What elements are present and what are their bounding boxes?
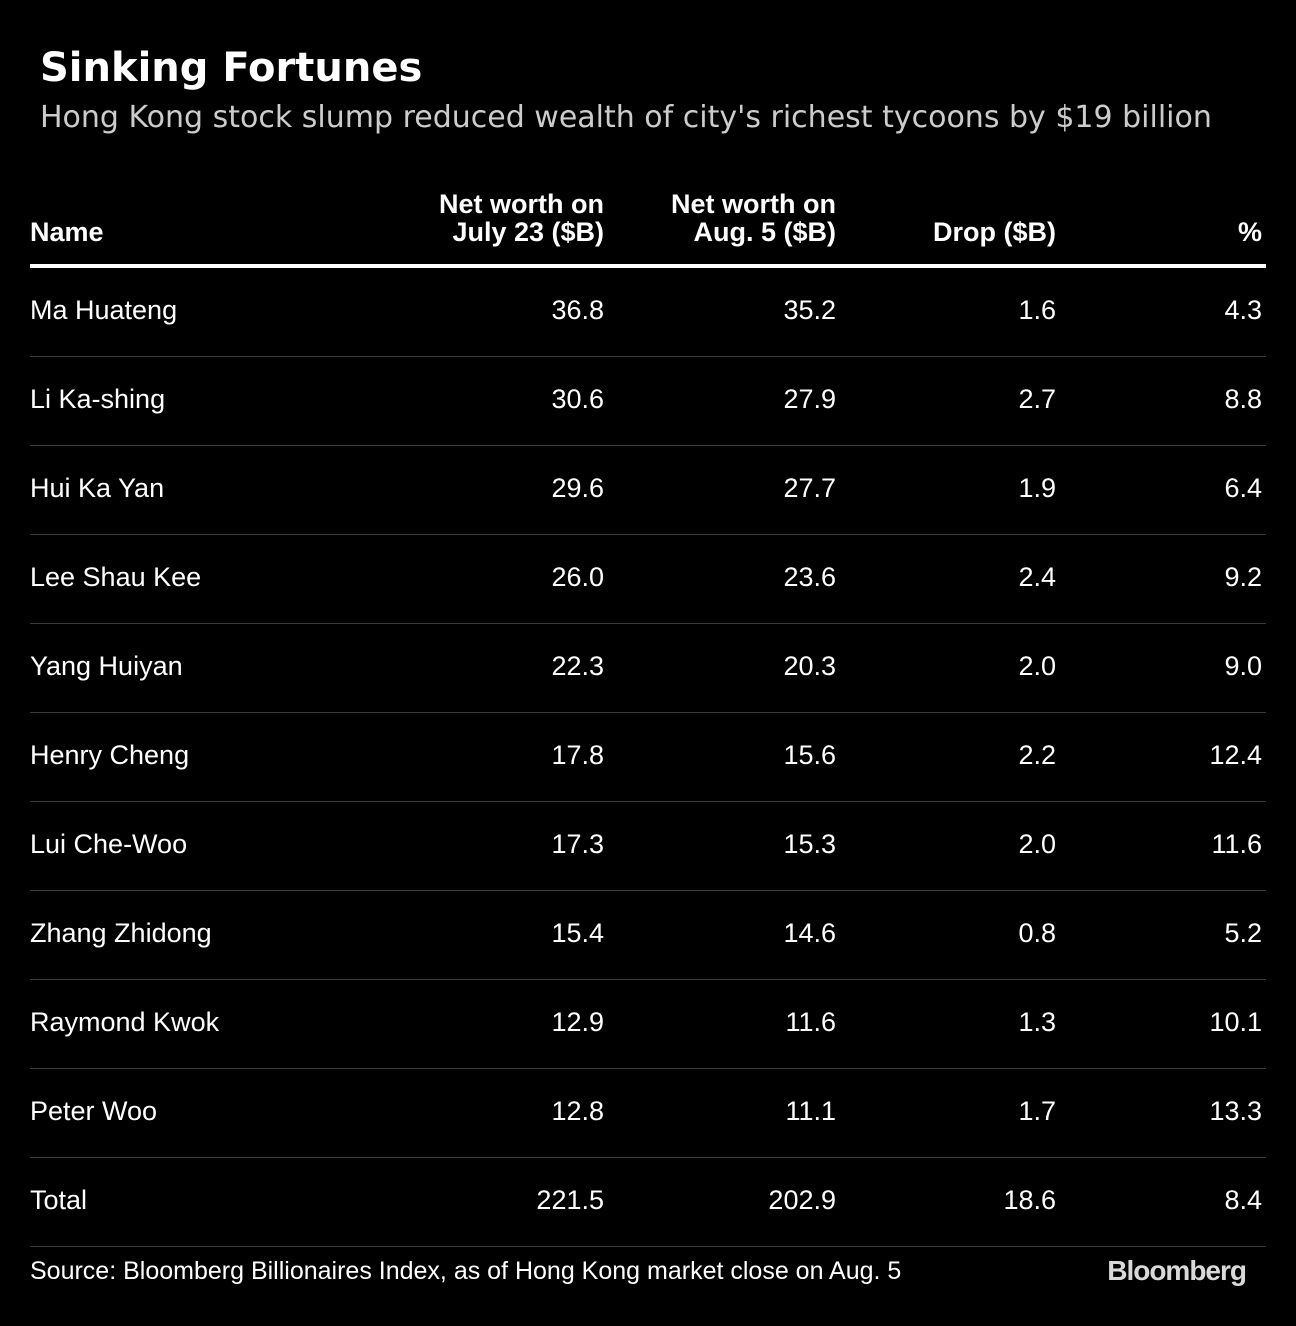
table-body: Ma Huateng 36.8 35.2 1.6 4.3 Li Ka-shing 30.6 2…	[30, 266, 1266, 1247]
cell-name: Total	[30, 1157, 390, 1247]
cell-jul23: 221.5	[390, 1157, 604, 1247]
table-row: Henry Cheng 17.8 15.6 2.2 12.4	[30, 712, 1266, 802]
total-row: Total 221.5 202.9 18.6 8.4	[30, 1157, 1266, 1247]
cell-drop: 1.6	[836, 266, 1056, 357]
cell-name: Yang Huiyan	[30, 623, 390, 713]
column-header-line: Name	[30, 217, 104, 247]
cell-pct: 8.8	[1056, 356, 1266, 446]
cell-pct: 9.0	[1056, 623, 1266, 713]
cell-jul23: 17.8	[390, 712, 604, 802]
cell-jul23: 30.6	[390, 356, 604, 446]
column-header-line: Net worth on	[439, 189, 604, 219]
cell-jul23: 12.9	[390, 979, 604, 1069]
cell-aug5: 11.1	[604, 1068, 836, 1158]
table-row: Li Ka-shing 30.6 27.9 2.7 8.8	[30, 356, 1266, 446]
column-header-line: Drop ($B)	[933, 217, 1056, 247]
cell-name: Raymond Kwok	[30, 979, 390, 1069]
cell-aug5: 11.6	[604, 979, 836, 1069]
table-row: Peter Woo 12.8 11.1 1.7 13.3	[30, 1068, 1266, 1158]
cell-drop: 2.2	[836, 712, 1056, 802]
cell-drop: 2.0	[836, 623, 1056, 713]
cell-aug5: 15.3	[604, 801, 836, 891]
column-header-line: Net worth on	[671, 189, 836, 219]
cell-aug5: 15.6	[604, 712, 836, 802]
cell-name: Ma Huateng	[30, 266, 390, 357]
data-table: Name Net worth on July 23 ($B) Net worth on…	[30, 178, 1266, 1247]
cell-pct: 10.1	[1056, 979, 1266, 1069]
cell-drop: 0.8	[836, 890, 1056, 980]
column-header-pct: %	[1056, 178, 1266, 268]
cell-aug5: 20.3	[604, 623, 836, 713]
column-header-drop: Drop ($B)	[836, 178, 1056, 268]
cell-drop: 18.6	[836, 1157, 1056, 1247]
cell-pct: 4.3	[1056, 266, 1266, 357]
table-row: Lui Che-Woo 17.3 15.3 2.0 11.6	[30, 801, 1266, 891]
source-note: Source: Bloomberg Billionaires Index, as…	[30, 1257, 902, 1285]
column-header-jul23: Net worth on July 23 ($B)	[390, 178, 604, 268]
column-header-line: %	[1237, 217, 1262, 247]
table-row: Yang Huiyan 22.3 20.3 2.0 9.0	[30, 623, 1266, 713]
table-row: Lee Shau Kee 26.0 23.6 2.4 9.2	[30, 534, 1266, 624]
cell-name: Hui Ka Yan	[30, 445, 390, 535]
column-header-name: Name	[30, 178, 390, 268]
cell-drop: 1.9	[836, 445, 1056, 535]
table-row: Zhang Zhidong 15.4 14.6 0.8 5.2	[30, 890, 1266, 980]
cell-aug5: 23.6	[604, 534, 836, 624]
cell-drop: 1.7	[836, 1068, 1056, 1158]
cell-drop: 2.0	[836, 801, 1056, 891]
data-table-container: Name Net worth on July 23 ($B) Net worth on…	[30, 178, 1266, 1247]
cell-drop: 2.7	[836, 356, 1056, 446]
cell-drop: 1.3	[836, 979, 1056, 1069]
cell-pct: 11.6	[1056, 801, 1266, 891]
table-row: Ma Huateng 36.8 35.2 1.6 4.3	[30, 266, 1266, 357]
table-row: Hui Ka Yan 29.6 27.7 1.9 6.4	[30, 445, 1266, 535]
cell-name: Zhang Zhidong	[30, 890, 390, 980]
cell-pct: 6.4	[1056, 445, 1266, 535]
cell-jul23: 17.3	[390, 801, 604, 891]
cell-pct: 9.2	[1056, 534, 1266, 624]
header-row: Name Net worth on July 23 ($B) Net worth on…	[30, 178, 1266, 268]
cell-jul23: 15.4	[390, 890, 604, 980]
chart-subtitle: Hong Kong stock slump reduced wealth of …	[40, 100, 1212, 135]
cell-aug5: 202.9	[604, 1157, 836, 1247]
cell-drop: 2.4	[836, 534, 1056, 624]
cell-aug5: 27.7	[604, 445, 836, 535]
cell-pct: 13.3	[1056, 1068, 1266, 1158]
table-row: Raymond Kwok 12.9 11.6 1.3 10.1	[30, 979, 1266, 1069]
cell-name: Peter Woo	[30, 1068, 390, 1158]
cell-pct: 5.2	[1056, 890, 1266, 980]
cell-pct: 12.4	[1056, 712, 1266, 802]
chart-title: Sinking Fortunes	[40, 45, 423, 91]
column-header-line: July 23 ($B)	[452, 217, 604, 247]
cell-jul23: 36.8	[390, 266, 604, 357]
bloomberg-logo: Bloomberg	[1107, 1255, 1247, 1286]
cell-name: Li Ka-shing	[30, 356, 390, 446]
cell-aug5: 27.9	[604, 356, 836, 446]
cell-jul23: 26.0	[390, 534, 604, 624]
cell-jul23: 12.8	[390, 1068, 604, 1158]
cell-jul23: 22.3	[390, 623, 604, 713]
cell-jul23: 29.6	[390, 445, 604, 535]
column-header-line: Aug. 5 ($B)	[693, 217, 836, 247]
cell-aug5: 35.2	[604, 266, 836, 357]
cell-name: Henry Cheng	[30, 712, 390, 802]
cell-name: Lee Shau Kee	[30, 534, 390, 624]
cell-pct: 8.4	[1056, 1157, 1266, 1247]
cell-name: Lui Che-Woo	[30, 801, 390, 891]
column-header-aug5: Net worth on Aug. 5 ($B)	[604, 178, 836, 268]
cell-aug5: 14.6	[604, 890, 836, 980]
table-header: Name Net worth on July 23 ($B) Net worth on…	[30, 178, 1266, 268]
